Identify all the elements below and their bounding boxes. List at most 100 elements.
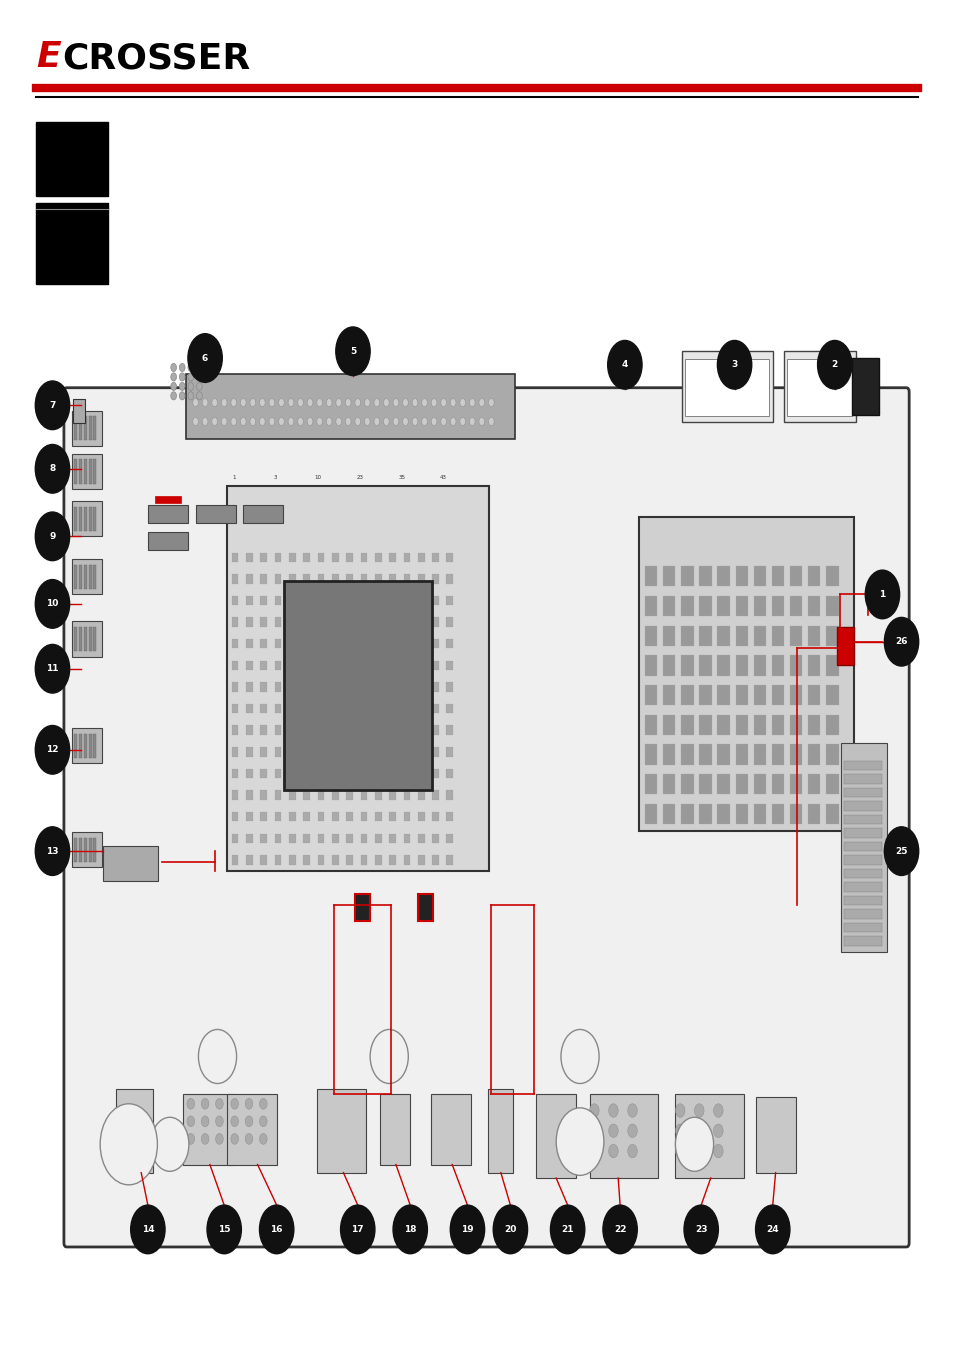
Bar [289,682,295,692]
Circle shape [202,417,208,426]
Circle shape [364,399,370,407]
Bar [79,416,82,440]
Circle shape [196,392,202,400]
Bar [432,855,438,865]
Bar [79,507,82,531]
Bar [446,855,453,865]
Circle shape [556,1108,603,1175]
Bar [274,617,281,627]
Circle shape [713,1124,722,1138]
Bar [699,715,711,735]
Bar [680,744,693,765]
Bar [717,744,729,765]
Bar [789,774,801,794]
Bar [71,411,102,446]
Circle shape [250,417,255,426]
Circle shape [374,399,379,407]
Bar [232,812,238,821]
Bar [699,566,711,586]
Bar [303,682,310,692]
Bar [74,627,77,651]
Bar [771,655,783,676]
Bar [246,834,253,843]
Bar [93,507,96,531]
Circle shape [589,1104,598,1117]
Bar [403,725,410,735]
Circle shape [431,399,436,407]
Circle shape [478,417,484,426]
Circle shape [355,417,360,426]
Bar [403,661,410,670]
Bar [851,358,878,415]
Bar [789,804,801,824]
Circle shape [35,381,70,430]
Circle shape [198,1029,236,1084]
Circle shape [675,1117,713,1171]
Bar [446,596,453,605]
Bar [446,574,453,584]
Bar [717,685,729,705]
Circle shape [383,399,389,407]
Circle shape [450,399,456,407]
Bar [644,774,657,794]
Circle shape [288,399,294,407]
Circle shape [393,1205,427,1254]
Bar [375,553,381,562]
Bar [825,804,838,824]
Text: 1: 1 [879,590,884,598]
Circle shape [393,417,398,426]
Bar [232,747,238,757]
Bar [807,685,820,705]
Bar [274,596,281,605]
Bar [93,627,96,651]
Bar [717,804,729,824]
Circle shape [627,1104,637,1117]
Bar [346,682,353,692]
Bar [246,790,253,800]
Bar [303,747,310,757]
Bar [753,744,765,765]
Bar [84,459,87,484]
Circle shape [627,1144,637,1158]
Circle shape [608,1104,618,1117]
Bar [379,1094,410,1165]
Bar [753,566,765,586]
Bar [417,725,424,735]
Circle shape [326,399,332,407]
Bar [284,581,432,790]
Bar [843,774,882,784]
Bar [303,639,310,648]
Circle shape [212,417,217,426]
Circle shape [245,1116,253,1127]
Bar [680,774,693,794]
Bar [289,855,295,865]
Circle shape [297,399,303,407]
Bar [183,1094,233,1165]
Circle shape [250,399,255,407]
Circle shape [883,617,918,666]
Bar [154,496,181,503]
Circle shape [694,1104,703,1117]
Bar [317,617,324,627]
Bar [417,617,424,627]
Bar [789,685,801,705]
Bar [446,617,453,627]
Circle shape [326,417,332,426]
Bar [93,565,96,589]
Bar [79,627,82,651]
Bar [735,804,747,824]
Bar [103,846,158,881]
Circle shape [100,1104,157,1185]
Circle shape [393,399,398,407]
Bar [260,747,267,757]
Bar [260,661,267,670]
Bar [289,661,295,670]
Bar [243,505,283,523]
Bar [332,639,338,648]
Circle shape [35,725,70,774]
Bar [735,655,747,676]
Bar [79,565,82,589]
Circle shape [374,417,379,426]
Circle shape [450,1205,484,1254]
Circle shape [188,373,193,381]
